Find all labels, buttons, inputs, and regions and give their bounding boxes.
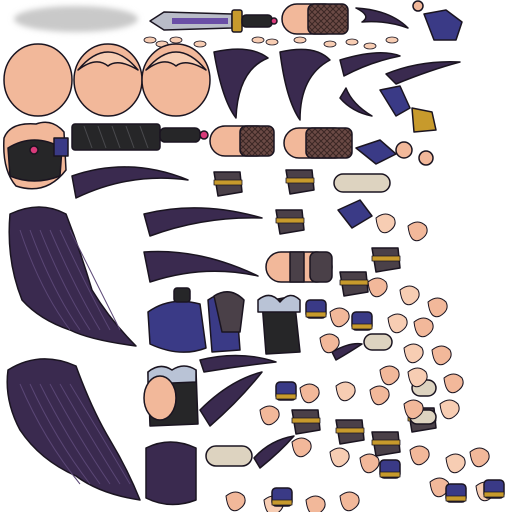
torso-armor [3, 121, 69, 190]
leg-stocking [209, 125, 353, 159]
leg-stocking [265, 251, 333, 283]
finger-parts [225, 213, 496, 512]
sword [149, 9, 278, 33]
hair-bang [71, 48, 461, 199]
head-base [3, 43, 73, 117]
shoulder-pad [147, 287, 245, 353]
sheath [71, 123, 209, 151]
hair-strand [355, 7, 409, 29]
boot [213, 169, 437, 457]
leg-stocking [281, 3, 349, 35]
hair-strand [143, 207, 363, 469]
fur-cuff [205, 173, 437, 467]
head-base [73, 43, 143, 117]
finger-parts [143, 36, 399, 50]
hand-glove [271, 299, 505, 507]
hand-glove [412, 0, 463, 41]
shadow-ellipse [14, 6, 138, 32]
head-base [141, 43, 211, 117]
skirt [143, 294, 301, 506]
hand-glove [337, 85, 437, 229]
long-hair [6, 206, 141, 501]
